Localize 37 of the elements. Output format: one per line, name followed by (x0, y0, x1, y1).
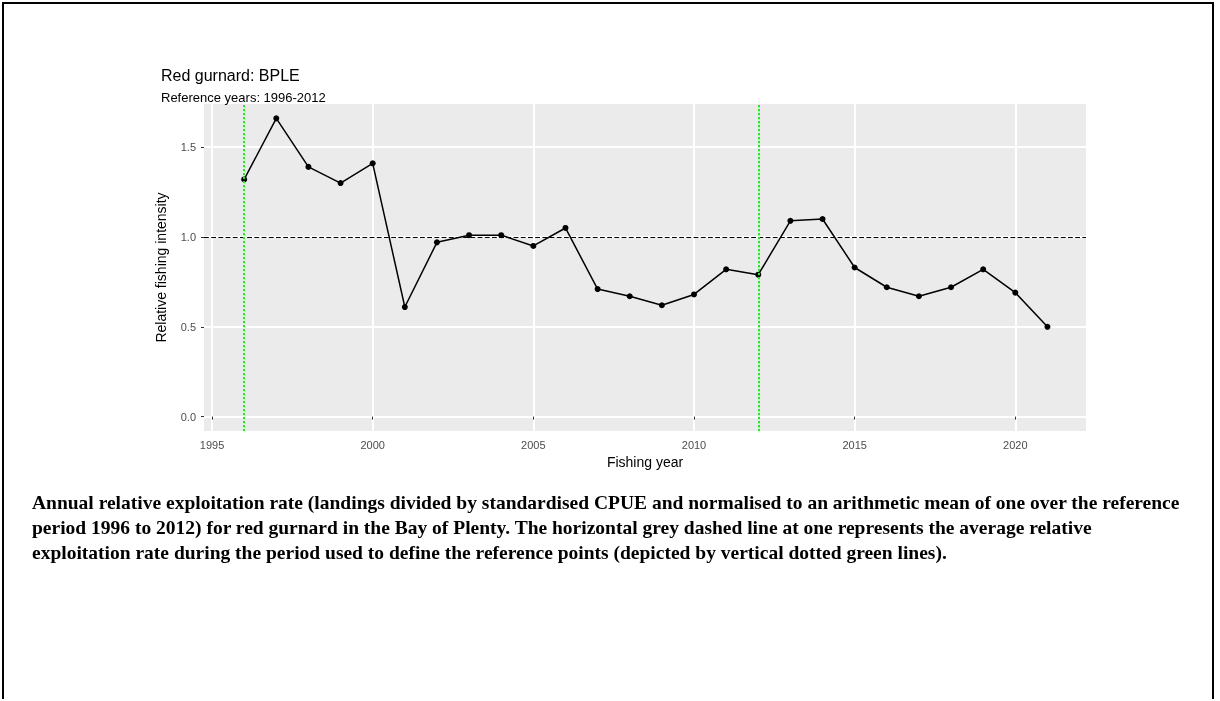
point (562, 224, 569, 231)
point (626, 293, 633, 300)
x-tick-label: 2015 (842, 438, 867, 451)
point (401, 304, 408, 311)
point (337, 180, 344, 187)
point (658, 302, 665, 309)
point (530, 242, 537, 249)
y-tick-label: 1.5 (180, 141, 196, 154)
x-tick-label: 2000 (360, 438, 385, 451)
point (594, 286, 601, 293)
chart-subtitle: Reference years: 1996-2012 (161, 90, 326, 105)
x-tick-label: 2010 (681, 438, 707, 451)
point (980, 266, 987, 273)
point (433, 239, 440, 246)
point (723, 266, 730, 273)
point (369, 160, 376, 167)
chart-title: Red gurnard: BPLE (161, 66, 300, 84)
text: Annual relative exploitation rate (landings divided by standardised CPUE and normalised to an arithmetic mean of one over the reference period 1996 to 2012) for red gurnard in the Bay of Plenty. The horizontal grey dashed line at one represents the average relative exploitation rate during the period used to define the reference points (depicted by vertical dotted green lines). (32, 491, 1181, 565)
x-tick-label: 2005 (521, 438, 546, 451)
point (948, 284, 955, 291)
y-tick-label: 0.0 (180, 410, 196, 423)
x-tick-label: 2020 (1003, 438, 1028, 451)
x-axis-title: Fishing year (606, 454, 684, 470)
point (466, 232, 473, 239)
point (305, 163, 312, 170)
x-tick-label: 1995 (199, 438, 225, 451)
point (1012, 289, 1019, 296)
point (787, 217, 794, 224)
point (1044, 323, 1051, 330)
y-tick-label: 1.0 (180, 230, 196, 243)
y-tick-label: 0.5 (180, 320, 196, 333)
point (915, 293, 922, 300)
point (819, 215, 826, 222)
point (273, 115, 280, 122)
point (883, 284, 890, 291)
y-axis-title: Relative fishing intensity (153, 192, 169, 343)
point (691, 291, 697, 298)
